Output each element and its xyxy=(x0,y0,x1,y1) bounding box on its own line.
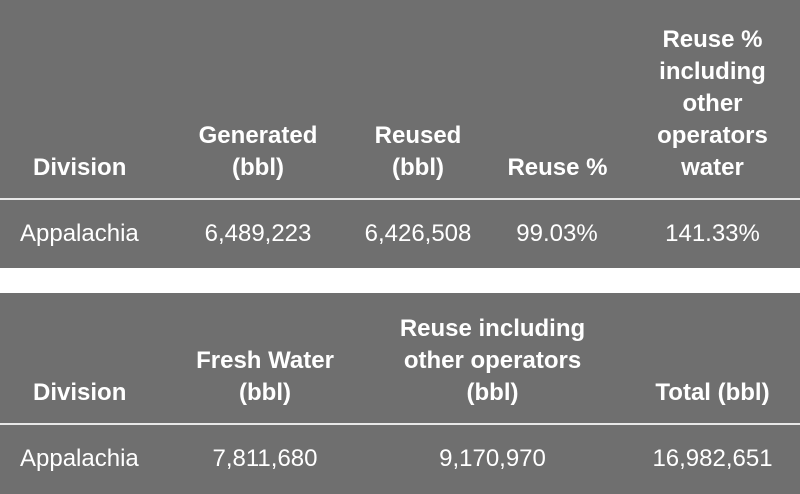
water-reuse-table: Division Generated (bbl) Reused (bbl) Re… xyxy=(0,0,800,268)
cell-generated: 6,489,223 xyxy=(204,220,312,247)
header-reused: Reused (bbl) xyxy=(374,122,462,181)
cell-division: Appalachia xyxy=(20,220,139,247)
table-header-row: Division Fresh Water (bbl) Reuse includi… xyxy=(0,293,800,423)
table-row: Appalachia 7,811,680 9,170,970 16,982,65… xyxy=(0,425,800,494)
cell-reuse-percent: 99.03% xyxy=(516,220,598,247)
table-header-row: Division Generated (bbl) Reused (bbl) Re… xyxy=(0,0,800,198)
cell-fresh-water: 7,811,680 xyxy=(212,445,318,472)
cell-reused: 6,426,508 xyxy=(364,220,472,247)
header-fresh-water: Fresh Water (bbl) xyxy=(196,347,334,406)
cell-reuse-percent-other-operators: 141.33% xyxy=(665,220,760,247)
header-division: Division xyxy=(33,154,127,181)
cell-division: Appalachia xyxy=(20,445,139,472)
header-division: Division xyxy=(33,379,127,406)
water-sourcing-table: Division Fresh Water (bbl) Reuse includi… xyxy=(0,293,800,494)
table-row: Appalachia 6,489,223 6,426,508 99.03% 14… xyxy=(0,200,800,268)
cell-total: 16,982,651 xyxy=(652,445,773,472)
header-generated: Generated (bbl) xyxy=(198,122,318,181)
divider xyxy=(0,423,800,425)
cell-reuse-other-operators: 9,170,970 xyxy=(439,445,546,472)
header-reuse-percent-other-operators: Reuse % including other operators water xyxy=(657,26,768,181)
header-total: Total (bbl) xyxy=(655,379,770,406)
header-reuse-other-operators: Reuse including other operators (bbl) xyxy=(399,315,586,406)
header-reuse-percent: Reuse % xyxy=(507,154,608,181)
divider xyxy=(0,198,800,200)
